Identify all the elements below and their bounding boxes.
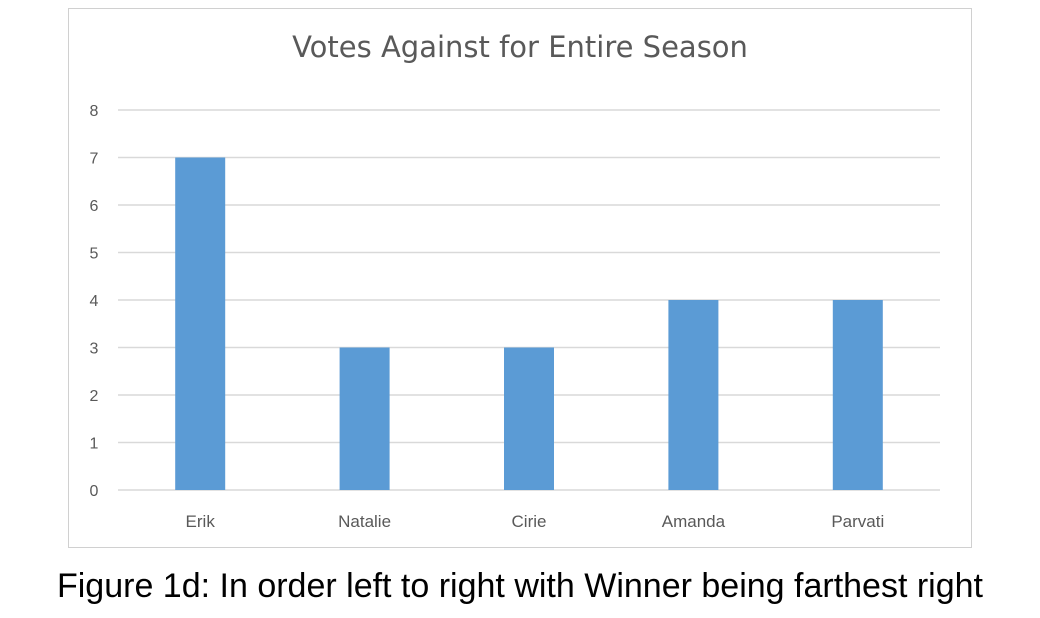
y-tick-label: 1 xyxy=(90,436,99,453)
y-tick-label: 5 xyxy=(90,246,99,263)
figure-caption: Figure 1d: In order left to right with W… xyxy=(56,567,983,605)
y-axis-ticks: 0 1 2 3 4 5 6 7 8 xyxy=(90,103,99,500)
y-tick-label: 3 xyxy=(90,341,99,358)
bar-cirie xyxy=(504,347,554,490)
x-tick-label: Cirie xyxy=(512,512,547,531)
x-tick-label: Natalie xyxy=(338,512,391,531)
y-tick-label: 6 xyxy=(90,198,99,215)
bars xyxy=(175,157,883,490)
x-tick-label: Erik xyxy=(186,512,216,531)
y-tick-label: 2 xyxy=(90,388,99,405)
y-tick-label: 0 xyxy=(90,483,99,500)
bar-erik xyxy=(175,157,226,490)
bar-natalie xyxy=(339,347,390,490)
y-tick-label: 7 xyxy=(90,151,99,168)
chart-title: Votes Against for Entire Season xyxy=(292,30,748,64)
bar-parvati xyxy=(832,300,883,490)
y-tick-label: 4 xyxy=(90,293,99,310)
y-tick-label: 8 xyxy=(90,103,99,120)
x-tick-label: Parvati xyxy=(831,512,884,531)
bar-amanda xyxy=(668,300,719,490)
x-tick-label: Amanda xyxy=(662,512,726,531)
x-axis-ticks: Erik Natalie Cirie Amanda Parvati xyxy=(186,512,885,531)
